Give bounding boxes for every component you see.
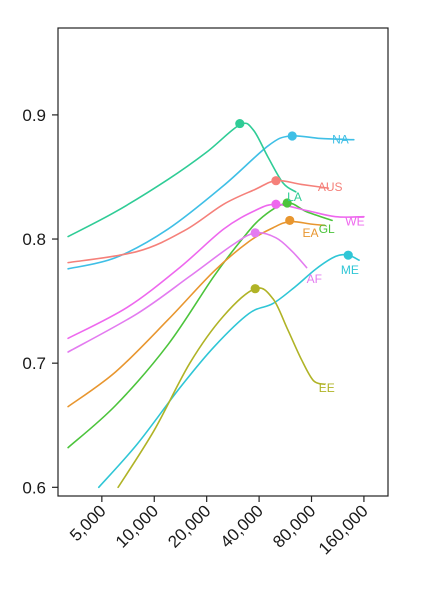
series-line-ee	[117, 287, 326, 489]
peak-marker-af	[250, 228, 260, 238]
x-tick-label: 20,000	[164, 501, 214, 551]
y-tick-label: 0.9	[22, 106, 46, 125]
series-label-ee: EE	[319, 381, 335, 395]
peak-marker-ea	[285, 215, 295, 226]
series-label-na: NA	[332, 133, 349, 147]
peak-marker-ee	[250, 284, 260, 294]
series-line-na	[67, 134, 355, 270]
peak-marker-aus	[271, 176, 281, 186]
y-tick-label: 0.8	[22, 230, 46, 249]
series-label-af: AF	[307, 272, 322, 286]
x-tick-label: 40,000	[217, 501, 267, 551]
y-tick-label: 0.6	[22, 478, 46, 497]
y-tick-label: 0.7	[22, 354, 46, 373]
series-line-me	[97, 253, 360, 489]
series-line-gl	[67, 202, 333, 449]
series-label-me: ME	[341, 263, 359, 277]
peak-marker-me	[343, 250, 353, 260]
peak-marker-gl	[282, 198, 292, 208]
series-label-ea: EA	[302, 226, 318, 240]
series-label-gl: GL	[319, 222, 335, 236]
x-tick-label: 160,000	[315, 501, 372, 558]
series-line-we	[67, 203, 365, 340]
peak-marker-na	[287, 131, 297, 141]
series-label-aus: AUS	[318, 180, 343, 194]
x-tick-label: 10,000	[112, 501, 162, 551]
peak-marker-la	[235, 118, 245, 129]
series-lines	[67, 122, 365, 489]
y-axis: 0.6 0.7 0.8 0.9	[22, 106, 58, 497]
peak-marker-we	[271, 199, 281, 209]
x-tick-label: 80,000	[269, 501, 319, 551]
plot-frame	[57, 27, 389, 497]
series-label-la: LA	[287, 190, 302, 204]
series-line-aus	[67, 179, 330, 264]
peak-markers	[235, 118, 353, 294]
series-line-af	[67, 231, 308, 353]
series-line-ea	[67, 220, 326, 408]
series-label-we: WE	[345, 215, 364, 229]
series-labels: NA LA AUS GL WE EA AF ME EE	[287, 133, 364, 395]
x-tick-label: 5,000	[66, 501, 110, 545]
